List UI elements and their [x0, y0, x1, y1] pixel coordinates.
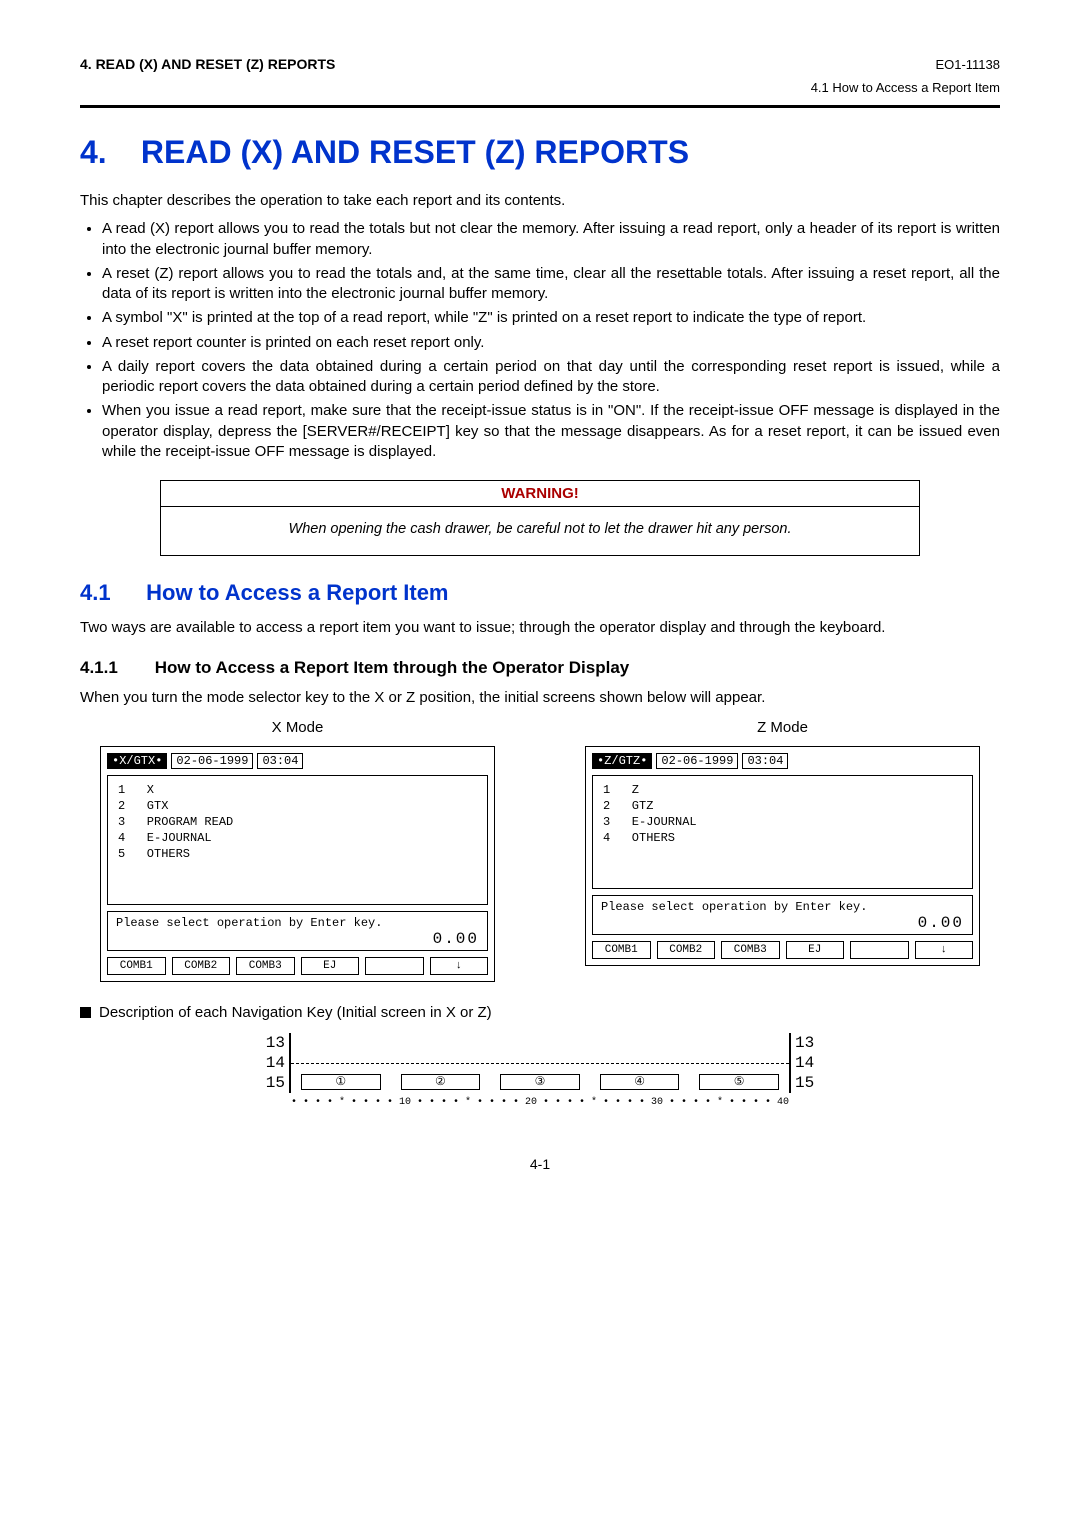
bullet-item: A reset report counter is printed on eac… — [102, 333, 1000, 353]
x-mode-nav-comb3[interactable]: COMB3 — [236, 957, 295, 975]
z-mode-nav-down[interactable]: ↓ — [915, 941, 974, 959]
x-mode-label: X Mode — [100, 719, 495, 736]
x-mode-prompt-text: Please select operation by Enter key. — [116, 916, 479, 930]
x-mode-nav-row: COMB1 COMB2 COMB3 EJ ↓ — [107, 957, 488, 975]
z-mode-prompt-block: Please select operation by Enter key. 0.… — [592, 895, 973, 935]
x-mode-menu-item[interactable]: 2 GTX — [118, 798, 477, 814]
z-mode-tag-time: 03:04 — [742, 753, 788, 769]
warning-title: WARNING! — [161, 481, 919, 507]
x-mode-menu-item[interactable]: 4 E-JOURNAL — [118, 830, 477, 846]
diagram-rownum-left: 13 — [255, 1034, 285, 1052]
x-mode-tag-time: 03:04 — [257, 753, 303, 769]
x-mode-column: X Mode •X/GTX• 02-06-1999 03:04 1 X 2 GT… — [100, 719, 495, 983]
x-mode-amount: 0.00 — [116, 930, 479, 948]
diagram-nav-slot-2: ② — [401, 1074, 481, 1090]
bullet-item: A reset (Z) report allows you to read th… — [102, 264, 1000, 305]
x-mode-nav-empty[interactable] — [365, 957, 424, 975]
z-mode-menu-item[interactable]: 1 Z — [603, 782, 962, 798]
page-footer: 4-1 — [80, 1156, 1000, 1172]
header-subsection-ref: 4.1 How to Access a Report Item — [80, 80, 1000, 95]
z-mode-nav-comb3[interactable]: COMB3 — [721, 941, 780, 959]
section-title-text: How to Access a Report Item — [146, 580, 448, 605]
diagram-rownum-left: 14 — [255, 1054, 285, 1072]
bullet-item: A symbol "X" is printed at the top of a … — [102, 308, 1000, 328]
subsection-number: 4.1.1 — [80, 658, 150, 678]
diagram-rownum-right: 15 — [795, 1074, 825, 1092]
diagram-rownum-right: 14 — [795, 1054, 825, 1072]
z-mode-tag-date: 02-06-1999 — [656, 753, 738, 769]
warning-body: When opening the cash drawer, be careful… — [161, 507, 919, 555]
section-4-1-title: 4.1 How to Access a Report Item — [80, 580, 1000, 606]
z-mode-screen: •Z/GTZ• 02-06-1999 03:04 1 Z 2 GTZ 3 E-J… — [585, 746, 980, 967]
x-mode-nav-ej[interactable]: EJ — [301, 957, 360, 975]
z-mode-menu-item[interactable]: 2 GTZ — [603, 798, 962, 814]
x-mode-menu-item[interactable]: 3 PROGRAM READ — [118, 814, 477, 830]
bullet-item: A read (X) report allows you to read the… — [102, 219, 1000, 260]
x-mode-menu: 1 X 2 GTX 3 PROGRAM READ 4 E-JOURNAL 5 O… — [107, 775, 488, 906]
z-mode-prompt-text: Please select operation by Enter key. — [601, 900, 964, 914]
diagram-column-ruler: • • • • * • • • • 10 • • • • * • • • • 2… — [255, 1097, 825, 1108]
z-mode-nav-row: COMB1 COMB2 COMB3 EJ ↓ — [592, 941, 973, 959]
z-mode-menu: 1 Z 2 GTZ 3 E-JOURNAL 4 OTHERS — [592, 775, 973, 890]
section-4-1-paragraph: Two ways are available to access a repor… — [80, 618, 1000, 638]
nav-key-description-heading: Description of each Navigation Key (Init… — [80, 1004, 1000, 1021]
z-mode-nav-ej[interactable]: EJ — [786, 941, 845, 959]
z-mode-column: Z Mode •Z/GTZ• 02-06-1999 03:04 1 Z 2 GT… — [585, 719, 980, 983]
z-mode-tag-mode: •Z/GTZ• — [592, 753, 652, 769]
z-mode-menu-item[interactable]: 4 OTHERS — [603, 830, 962, 846]
x-mode-menu-item[interactable]: 5 OTHERS — [118, 846, 477, 862]
intro-bullet-list: A read (X) report allows you to read the… — [80, 219, 1000, 462]
section-4-1-1-title: 4.1.1 How to Access a Report Item throug… — [80, 658, 1000, 678]
z-mode-amount: 0.00 — [601, 914, 964, 932]
diagram-nav-slot-5: ⑤ — [699, 1074, 779, 1090]
x-mode-nav-comb2[interactable]: COMB2 — [172, 957, 231, 975]
diagram-nav-slot-3: ③ — [500, 1074, 580, 1090]
nav-key-diagram: 13 13 14 14 15 ① ② ③ ④ ⑤ 15 — [255, 1033, 825, 1108]
diagram-nav-slot-1: ① — [301, 1074, 381, 1090]
header-rule — [80, 105, 1000, 108]
chapter-number: 4. — [80, 134, 132, 171]
x-mode-nav-down[interactable]: ↓ — [430, 957, 489, 975]
subsection-title-text: How to Access a Report Item through the … — [155, 658, 630, 677]
diagram-rownum-left: 15 — [255, 1074, 285, 1092]
x-mode-menu-item[interactable]: 1 X — [118, 782, 477, 798]
x-mode-prompt-block: Please select operation by Enter key. 0.… — [107, 911, 488, 951]
x-mode-nav-comb1[interactable]: COMB1 — [107, 957, 166, 975]
header-doc-id: EO1-11138 — [935, 57, 1000, 72]
x-mode-tag-date: 02-06-1999 — [171, 753, 253, 769]
diagram-nav-slot-4: ④ — [600, 1074, 680, 1090]
z-mode-nav-comb2[interactable]: COMB2 — [657, 941, 716, 959]
x-mode-screen: •X/GTX• 02-06-1999 03:04 1 X 2 GTX 3 PRO… — [100, 746, 495, 983]
x-mode-tag-mode: •X/GTX• — [107, 753, 167, 769]
bullet-item: When you issue a read report, make sure … — [102, 401, 1000, 462]
square-bullet-icon — [80, 1007, 91, 1018]
z-mode-nav-comb1[interactable]: COMB1 — [592, 941, 651, 959]
intro-paragraph: This chapter describes the operation to … — [80, 191, 1000, 211]
z-mode-nav-empty[interactable] — [850, 941, 909, 959]
bullet-item: A daily report covers the data obtained … — [102, 357, 1000, 398]
warning-box: WARNING! When opening the cash drawer, b… — [160, 480, 920, 556]
diagram-rownum-right: 13 — [795, 1034, 825, 1052]
header-left: 4. READ (X) AND RESET (Z) REPORTS — [80, 56, 335, 72]
chapter-title-text: READ (X) AND RESET (Z) REPORTS — [141, 134, 689, 170]
z-mode-label: Z Mode — [585, 719, 980, 736]
section-number: 4.1 — [80, 580, 140, 606]
z-mode-menu-item[interactable]: 3 E-JOURNAL — [603, 814, 962, 830]
section-4-1-1-paragraph: When you turn the mode selector key to t… — [80, 688, 1000, 708]
chapter-title: 4. READ (X) AND RESET (Z) REPORTS — [80, 134, 1000, 171]
